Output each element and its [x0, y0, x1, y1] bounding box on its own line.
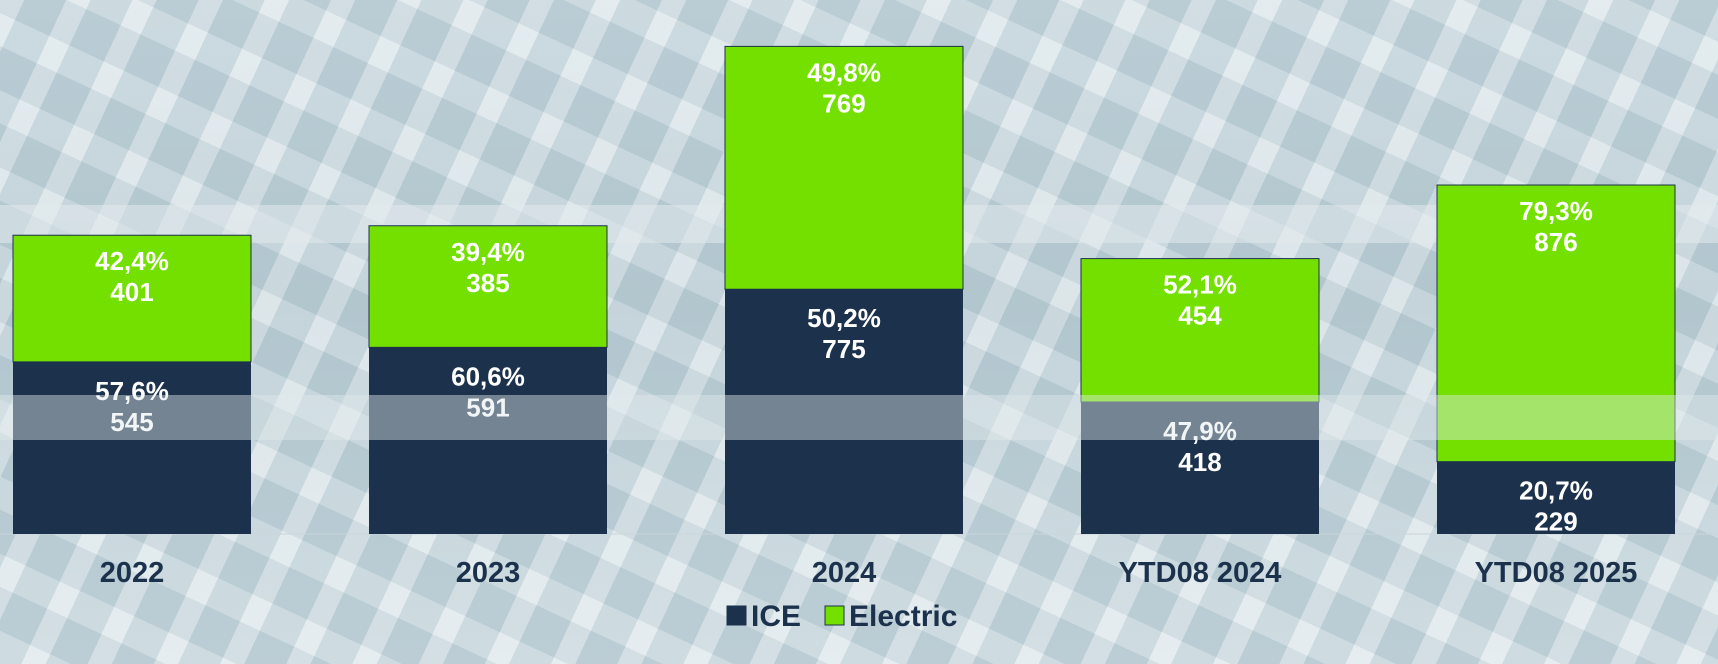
bar-ice-ytd08-2025	[1437, 461, 1675, 534]
category-label-2022: 2022	[100, 557, 165, 589]
bar-electric-2023	[368, 225, 608, 348]
label-ice-value-2023: 591	[466, 392, 509, 422]
label-ice-value-ytd08-2025: 229	[1534, 507, 1577, 537]
label-ice-percent-ytd08-2025: 20,7%	[1519, 476, 1593, 506]
category-label-2023: 2023	[456, 557, 521, 589]
category-label-2024: 2024	[812, 557, 877, 589]
legend-swatch-ice	[726, 605, 747, 626]
label-ice-percent-ytd08-2024: 47,9%	[1163, 416, 1237, 446]
bar-ice-2022	[13, 361, 251, 534]
category-label-ytd08-2024: YTD08 2024	[1119, 557, 1282, 589]
bar-ice-2023	[369, 347, 607, 534]
label-electric-percent-2023: 39,4%	[451, 237, 525, 267]
legend-label-electric: Electric	[849, 600, 957, 633]
label-ice-percent-2024: 50,2%	[807, 303, 881, 333]
label-electric-value-2022: 401	[110, 277, 153, 307]
label-electric-percent-2022: 42,4%	[95, 246, 169, 276]
legend-label-ice: ICE	[751, 600, 801, 633]
label-ice-value-2024: 775	[822, 334, 865, 364]
label-ice-percent-2022: 57,6%	[95, 376, 169, 406]
bar-electric-ytd08-2024	[1080, 258, 1320, 403]
label-electric-value-2024: 769	[822, 88, 865, 118]
bar-electric-2024	[724, 45, 964, 290]
label-electric-percent-ytd08-2025: 79,3%	[1519, 196, 1593, 226]
bar-electric-2022	[12, 234, 252, 363]
label-electric-value-2023: 385	[466, 268, 509, 298]
legend-swatch-electric	[824, 605, 845, 626]
label-ice-value-2022: 545	[110, 407, 153, 437]
label-ice-percent-2023: 60,6%	[451, 361, 525, 391]
label-electric-percent-ytd08-2024: 52,1%	[1163, 270, 1237, 300]
label-electric-value-ytd08-2025: 876	[1534, 227, 1577, 257]
label-ice-value-ytd08-2024: 418	[1178, 447, 1221, 477]
label-electric-value-ytd08-2024: 454	[1178, 301, 1222, 331]
legend: ICE Electric	[726, 600, 957, 633]
label-electric-percent-2024: 49,8%	[807, 57, 881, 87]
category-label-ytd08-2025: YTD08 2025	[1475, 557, 1638, 589]
